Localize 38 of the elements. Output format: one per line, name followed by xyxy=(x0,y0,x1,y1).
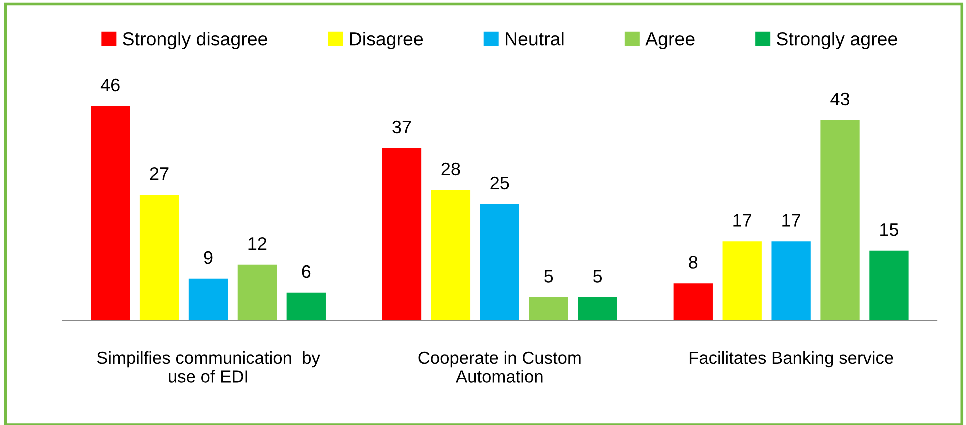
legend-label: Strongly agree xyxy=(777,32,898,50)
bar xyxy=(674,284,713,321)
data-label: 25 xyxy=(490,176,510,190)
bar xyxy=(480,204,520,321)
data-label: 28 xyxy=(442,162,460,176)
bar xyxy=(529,298,568,321)
data-label: 8 xyxy=(689,256,698,269)
bar xyxy=(238,264,278,321)
data-label: 27 xyxy=(150,167,169,180)
bar xyxy=(722,242,762,321)
bar xyxy=(820,120,860,321)
bar xyxy=(578,298,618,321)
data-label: 37 xyxy=(392,120,412,134)
data-label: 15 xyxy=(880,224,899,236)
legend-label: Agree xyxy=(646,32,695,50)
bar xyxy=(870,250,909,321)
data-label: 5 xyxy=(544,270,554,283)
x-tick-label: Cooperate in Custom Automation xyxy=(418,351,581,383)
bar xyxy=(140,194,180,321)
bar xyxy=(431,190,471,321)
bar xyxy=(188,278,228,321)
data-label: 17 xyxy=(782,214,800,227)
legend-label: Strongly disagree xyxy=(123,32,268,50)
data-label: 46 xyxy=(100,78,120,92)
data-label: 5 xyxy=(594,270,602,283)
data-label: 9 xyxy=(204,251,213,264)
x-tick-label: Simpilfies communication by use of EDI xyxy=(97,351,320,383)
x-tick-label: Facilitates Banking service xyxy=(690,351,894,368)
bar xyxy=(772,242,811,321)
legend-label: Neutral xyxy=(506,32,564,46)
data-label: 12 xyxy=(248,237,267,250)
bar xyxy=(91,106,130,321)
data-label: 17 xyxy=(734,214,752,227)
bar xyxy=(286,292,326,321)
data-label: 6 xyxy=(302,265,311,278)
data-label: 43 xyxy=(830,92,850,106)
legend-label: Disagree xyxy=(350,32,424,50)
bar xyxy=(382,148,422,321)
